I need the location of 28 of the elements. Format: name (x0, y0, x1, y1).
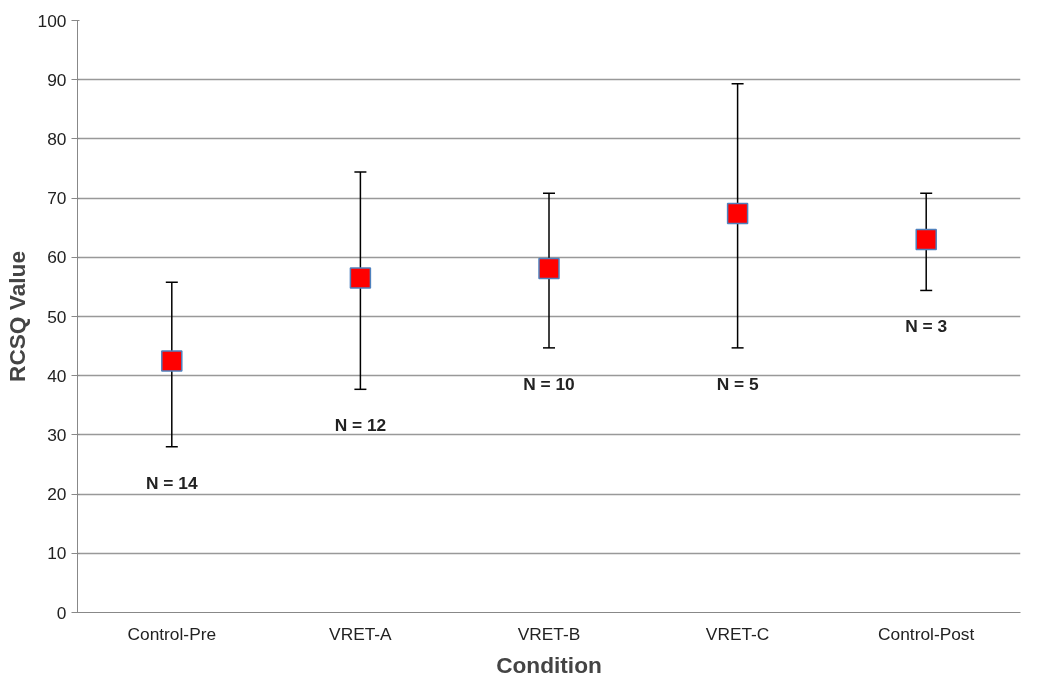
annotation: N = 12 (334, 415, 387, 436)
y-tick-label: 80 (47, 128, 67, 149)
y-tick-label: 0 (56, 602, 67, 623)
annotation: N = 5 (716, 373, 759, 394)
y-axis-title: RCSQ Value (3, 251, 30, 382)
y-tick-label: 70 (47, 188, 67, 209)
point (161, 350, 183, 372)
point (726, 202, 749, 225)
x-tick-label: Control-Post (878, 623, 975, 644)
x-tick-label: Control-Pre (127, 623, 217, 644)
point (349, 267, 372, 289)
y-tick-label: 10 (47, 543, 67, 564)
point (538, 257, 560, 280)
annotation: N = 14 (146, 472, 198, 493)
x-tick-label: VRET-A (329, 623, 393, 644)
y-tick-label: 40 (47, 365, 67, 386)
y-tick-label: 20 (47, 484, 67, 505)
x-axis-title: Condition (496, 651, 602, 678)
y-tick-label: 100 (37, 10, 67, 31)
x-tick-label: VRET-B (517, 623, 581, 644)
annotation: N = 10 (523, 373, 575, 394)
y-tick-label: 30 (47, 424, 67, 445)
y-tick-label: 50 (47, 306, 67, 327)
point (915, 228, 937, 251)
y-tick-label: 90 (47, 69, 67, 90)
annotation: N = 3 (905, 316, 948, 337)
x-tick-label: VRET-C (705, 623, 770, 644)
y-tick-label: 60 (47, 247, 67, 268)
